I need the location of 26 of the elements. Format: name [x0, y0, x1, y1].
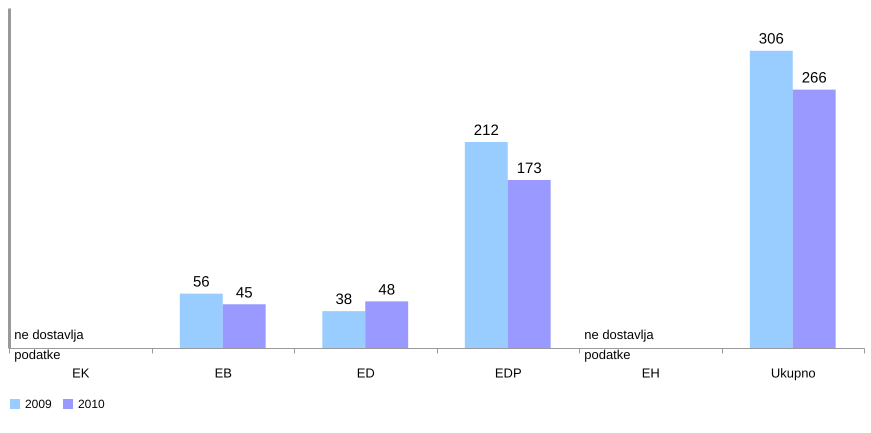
legend-label: 2009	[25, 397, 52, 411]
x-tick-label: EB	[214, 366, 232, 380]
annotation: ne dostavlja podatke	[14, 327, 84, 362]
bar	[222, 304, 266, 348]
bar	[365, 301, 408, 348]
bar	[508, 180, 551, 348]
x-tick-label: EDP	[494, 366, 522, 380]
x-tick-label: ED	[356, 366, 375, 380]
bar	[180, 294, 223, 348]
legend-label: 2010	[78, 397, 106, 411]
x-tick-label: EK	[72, 366, 90, 380]
bar	[464, 142, 508, 348]
data-label: 173	[516, 160, 542, 177]
x-tick-label: Ukupno	[770, 366, 816, 380]
data-label: 266	[802, 70, 827, 87]
data-label: 212	[474, 122, 499, 140]
data-label: 306	[758, 30, 784, 48]
data-label: 38	[335, 291, 352, 308]
bar	[792, 90, 836, 348]
annotation: ne dostavlja podatke	[584, 327, 654, 362]
bar	[750, 50, 793, 348]
data-label: 48	[378, 281, 396, 298]
x-tick-label: EH	[642, 366, 660, 380]
data-label: 45	[236, 284, 253, 302]
data-label: 56	[192, 274, 210, 291]
bar	[322, 311, 366, 348]
